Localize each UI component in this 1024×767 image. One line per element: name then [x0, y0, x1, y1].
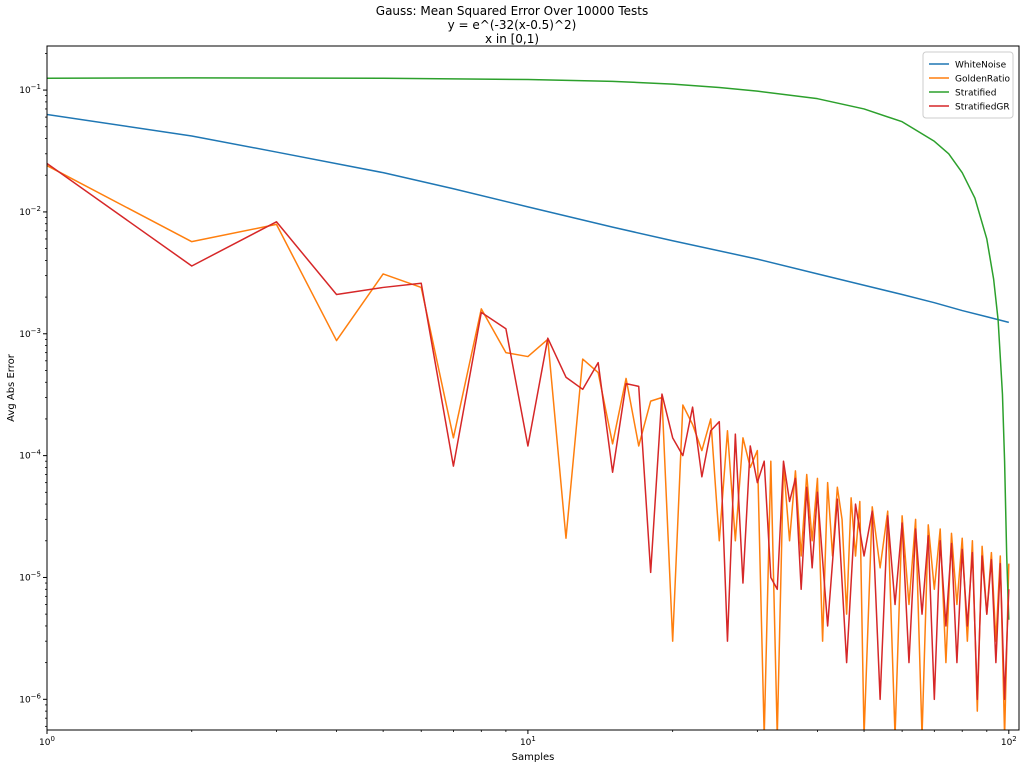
series-line-whitenoise: [47, 113, 1009, 324]
y-tick-label: 10−4: [19, 449, 41, 462]
legend-label-whitenoise: WhiteNoise: [955, 61, 1007, 71]
series-layer: [47, 77, 1010, 730]
series-line-stratified: [47, 77, 1010, 620]
chart-title-line-1: Gauss: Mean Squared Error Over 10000 Tes…: [375, 4, 649, 18]
legend-box: [922, 51, 1014, 119]
legend-label-stratified: Stratified: [955, 89, 996, 99]
chart-title-line-2: y = e^(-32(x-0.5)^2): [447, 18, 577, 32]
y-tick-label: 10−5: [19, 570, 41, 583]
legend-label-goldenratio: GoldenRatio: [955, 75, 1011, 85]
x-axis-label: Samples: [512, 752, 555, 763]
chart-title-line-3: x in [0,1): [484, 32, 540, 46]
y-tick-label: 10−1: [19, 83, 41, 96]
series-line-stratifiedgr: [47, 162, 1010, 701]
ticks-layer: 100 101 102 10−6 10−5 10−4 10−3 10−2 10−1: [19, 52, 1017, 748]
x-tick-label: 100: [39, 735, 55, 748]
series-line-goldenratio: [47, 164, 1010, 730]
x-tick-label: 101: [520, 735, 536, 748]
legend-label-stratifiedgr: StratifiedGR: [955, 103, 1010, 113]
y-tick-label: 10−2: [19, 205, 41, 218]
legend: WhiteNoise GoldenRatio Stratified Stratifie…: [922, 51, 1014, 119]
y-axis-label: Avg Abs Error: [6, 353, 17, 422]
y-tick-label: 10−3: [19, 327, 41, 340]
plot-frame: [46, 45, 1020, 731]
x-tick-label: 102: [1001, 735, 1017, 748]
y-tick-label: 10−6: [19, 692, 41, 705]
